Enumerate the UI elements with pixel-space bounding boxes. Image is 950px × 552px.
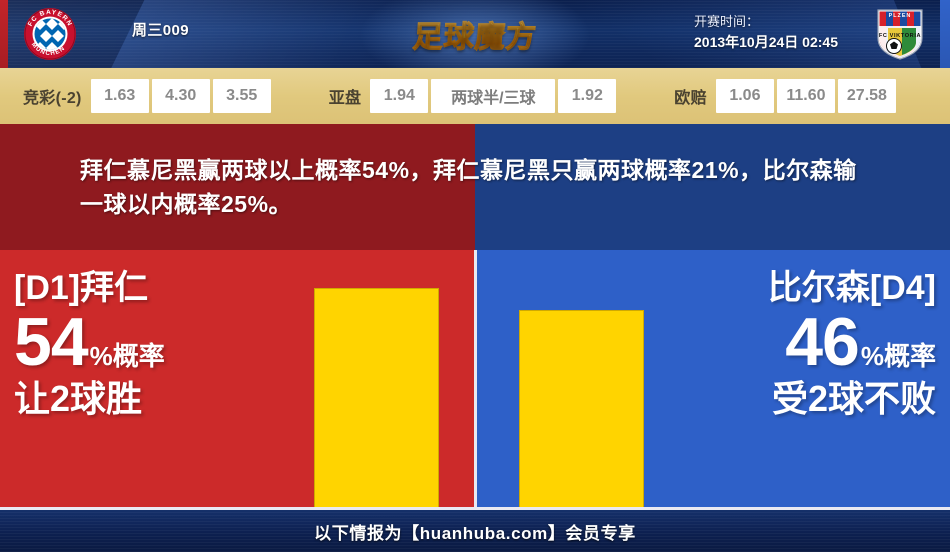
home-probability-value: 54 <box>14 303 89 380</box>
odds-group-jingcai: 竞彩(-2) 1.63 4.30 3.55 <box>14 79 274 113</box>
summary-banner: 拜仁慕尼黑赢两球以上概率54%，拜仁慕尼黑只赢两球概率21%，比尔森输一球以内概… <box>0 124 950 250</box>
away-probability-row: 46 %概率 <box>768 303 936 380</box>
odds-value-jingcai-1[interactable]: 1.63 <box>90 79 149 113</box>
svg-text:PLZEN: PLZEN <box>889 13 912 19</box>
home-team-name: [D1]拜仁 <box>14 269 149 307</box>
odds-label-jingcai: 竞彩(-2) <box>23 90 82 107</box>
home-panel: [D1]拜仁 54 %概率 让2球胜 <box>0 250 475 510</box>
kickoff-value: 2013年10月24日 02:45 <box>694 34 838 51</box>
odds-value-asian-2[interactable]: 1.92 <box>558 79 617 113</box>
home-probability-row: 54 %概率 <box>14 303 165 380</box>
home-probability-suffix: %概率 <box>89 340 165 371</box>
odds-value-european-3[interactable]: 27.58 <box>837 79 896 113</box>
banner-summary-text: 拜仁慕尼黑赢两球以上概率54%，拜仁慕尼黑只赢两球概率21%，比尔森输一球以内概… <box>80 156 857 217</box>
header-bar: FC BAYERN MÜNCHEN 周三009 足球魔方 开赛时间： 2013年… <box>0 0 950 68</box>
match-number: 周三009 <box>132 22 190 39</box>
banner-left-half <box>0 124 475 250</box>
kickoff-label: 开赛时间： <box>694 14 760 29</box>
banner-text-wrap: 拜仁慕尼黑赢两球以上概率54%，拜仁慕尼黑只赢两球概率21%，比尔森输一球以内概… <box>0 124 950 250</box>
away-stats-block: 比尔森[D4] 46 %概率 受2球不败 <box>768 270 936 419</box>
odds-group-asian: 亚盘 1.94 两球半/三球 1.92 <box>320 79 620 113</box>
away-verdict: 受2球不败 <box>771 378 936 420</box>
away-panel: 比尔森[D4] 46 %概率 受2球不败 <box>475 250 950 510</box>
probability-chart: [D1]拜仁 54 %概率 让2球胜 比尔森[D4] 46 %概率 受2球不败 <box>0 250 950 510</box>
away-team-name: 比尔森[D4] <box>767 269 936 307</box>
site-logo-text: 足球魔方 <box>411 12 538 56</box>
banner-right-half <box>475 124 950 250</box>
header-right-blue-stripe <box>940 0 950 68</box>
home-probability-bar <box>314 288 439 510</box>
away-team-crest-icon: PLZEN FC VIKTORIA <box>872 6 928 62</box>
odds-group-european: 欧赔 1.06 11.60 27.58 <box>665 79 899 113</box>
home-verdict: 让2球胜 <box>14 378 143 420</box>
header-left-red-stripe <box>0 0 8 68</box>
odds-value-european-1[interactable]: 1.06 <box>715 79 774 113</box>
panel-divider <box>474 250 477 510</box>
away-probability-bar <box>519 310 644 510</box>
odds-value-european-2[interactable]: 11.60 <box>776 79 835 113</box>
odds-label-asian: 亚盘 <box>328 90 362 107</box>
away-probability-suffix: %概率 <box>860 340 936 371</box>
footer-bar: 以下情报为【huanhuba.com】会员专享 <box>0 510 950 552</box>
odds-label-european: 欧赔 <box>674 90 707 107</box>
odds-value-jingcai-3[interactable]: 3.55 <box>212 79 271 113</box>
away-probability-value: 46 <box>785 303 860 380</box>
odds-value-asian-handicap[interactable]: 两球半/三球 <box>431 79 556 113</box>
kickoff-time-block: 开赛时间： 2013年10月24日 02:45 <box>694 12 838 54</box>
site-logo: 足球魔方 <box>350 0 600 68</box>
svg-text:FC VIKTORIA: FC VIKTORIA <box>879 33 921 39</box>
odds-value-asian-1[interactable]: 1.94 <box>370 79 429 113</box>
panels-bottom-divider <box>0 507 950 510</box>
home-stats-block: [D1]拜仁 54 %概率 让2球胜 <box>14 270 165 419</box>
home-team-crest-icon: FC BAYERN MÜNCHEN <box>22 6 78 62</box>
odds-bar: 竞彩(-2) 1.63 4.30 3.55 亚盘 1.94 两球半/三球 1.9… <box>0 68 950 124</box>
odds-value-jingcai-2[interactable]: 4.30 <box>151 79 210 113</box>
footer-notice-text: 以下情报为【huanhuba.com】会员专享 <box>314 523 636 543</box>
